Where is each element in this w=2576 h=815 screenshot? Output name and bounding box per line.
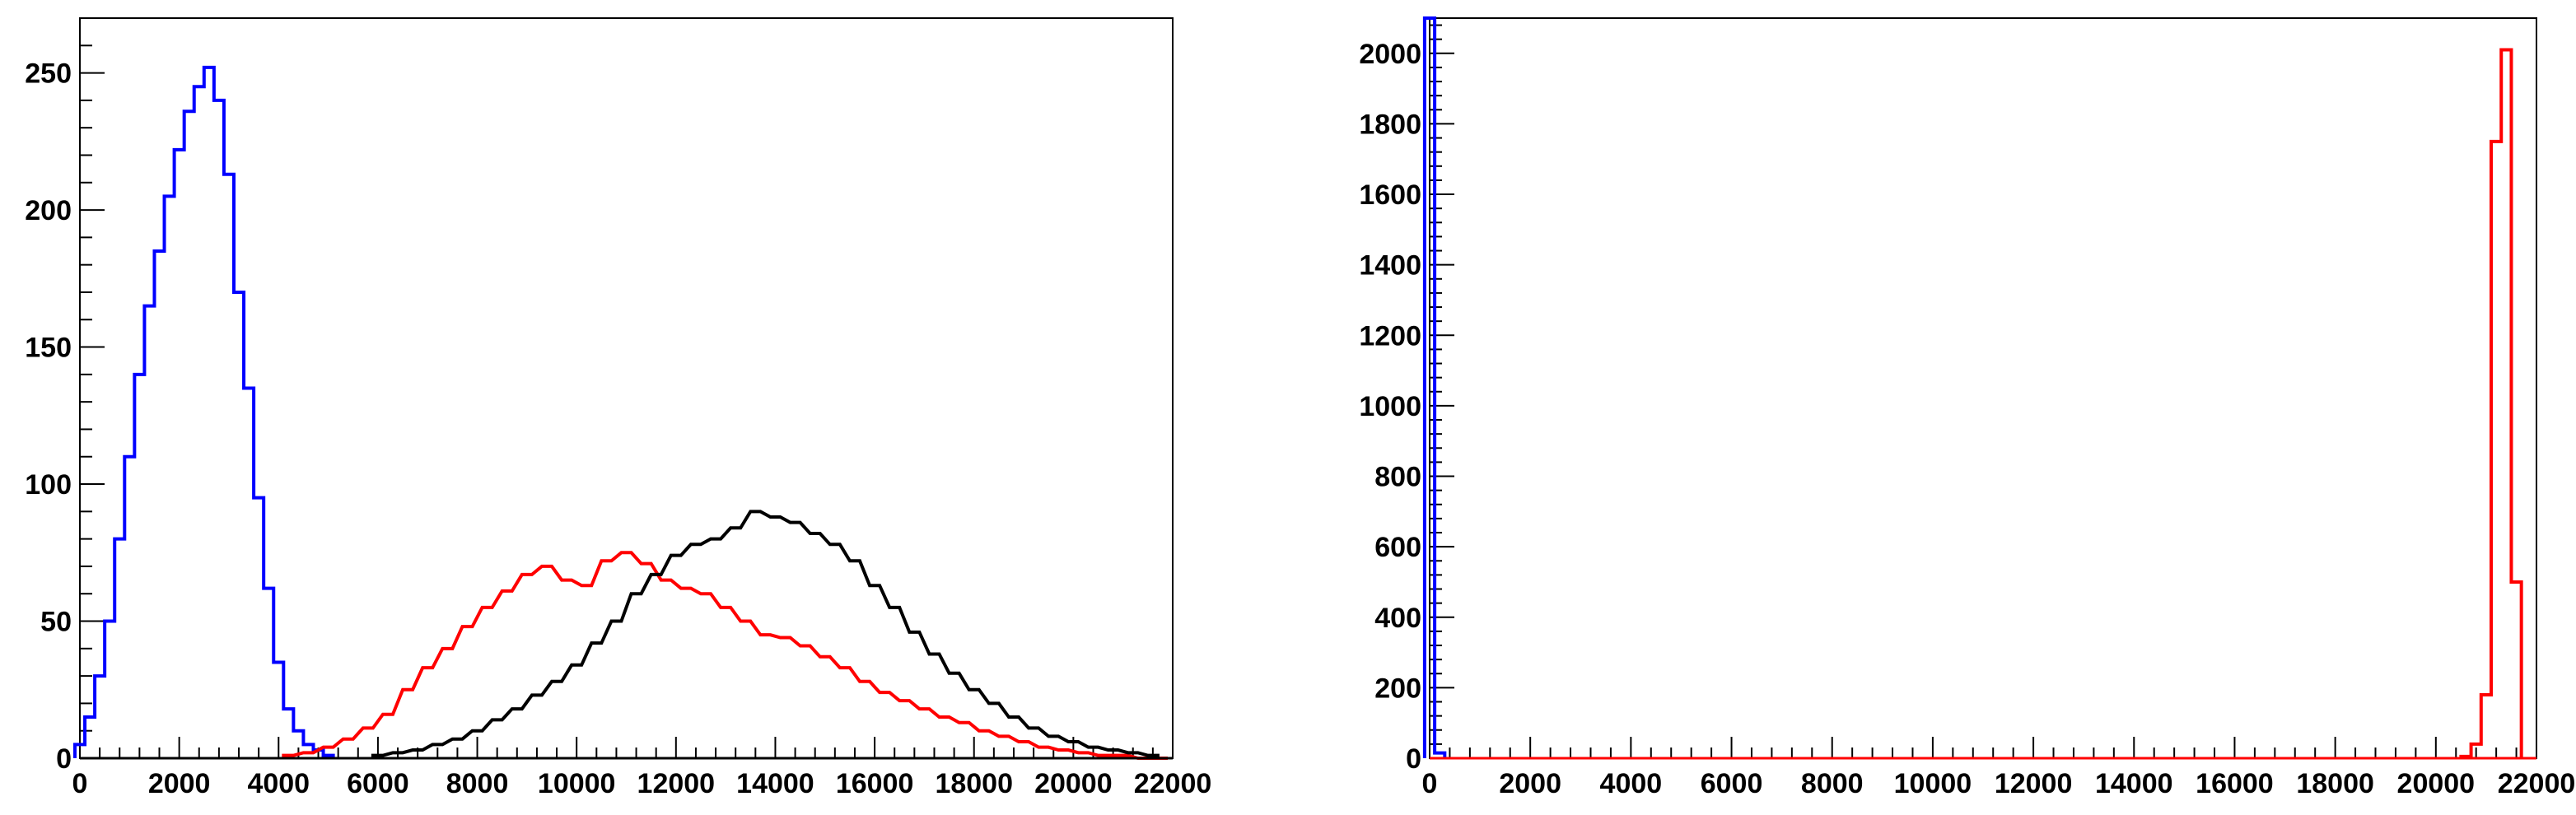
histogram-series-2: [282, 551, 1168, 760]
x-tick-label: 16000: [836, 768, 914, 799]
x-tick-label: 4000: [247, 768, 310, 799]
y-tick-label: 1400: [1359, 250, 1421, 282]
y-tick-label: 100: [25, 469, 72, 501]
y-tick-label: 400: [1374, 603, 1421, 634]
x-tick-label: 16000: [2196, 768, 2274, 799]
y-tick-label: 1200: [1359, 320, 1421, 352]
histogram-series-1: [1422, 16, 1447, 758]
y-tick-label: 1000: [1359, 391, 1421, 422]
y-tick-label: 1600: [1359, 179, 1421, 211]
x-tick-label: 20000: [1034, 768, 1113, 799]
x-tick-label: 0: [1422, 768, 1438, 799]
y-tick-label: 250: [25, 58, 72, 90]
y-tick-label: 800: [1374, 462, 1421, 493]
x-tick-label: 10000: [1894, 768, 1972, 799]
y-tick-label: 200: [25, 195, 72, 226]
histogram-series-1: [72, 65, 335, 758]
y-tick-label: 0: [56, 743, 72, 775]
x-tick-label: 14000: [736, 768, 814, 799]
x-tick-label: 8000: [1801, 768, 1864, 799]
y-tick-label: 2000: [1359, 39, 1421, 70]
x-tick-label: 12000: [637, 768, 716, 799]
y-tick-label: 50: [40, 607, 72, 638]
x-tick-label: 12000: [1995, 768, 2073, 799]
x-tick-label: 2000: [148, 768, 211, 799]
y-tick-label: 200: [1374, 673, 1421, 704]
y-tick-label: 0: [1406, 743, 1421, 775]
plot-frame: [1429, 17, 2537, 759]
y-tick-label: 1800: [1359, 109, 1421, 140]
x-tick-label: 18000: [935, 768, 1013, 799]
histogram-series-2: [2459, 48, 2523, 758]
x-tick-label: 18000: [2296, 768, 2374, 799]
x-tick-label: 10000: [538, 768, 616, 799]
x-tick-label: 22000: [2498, 768, 2576, 799]
x-tick-label: 6000: [347, 768, 409, 799]
y-tick-label: 150: [25, 333, 72, 364]
x-tick-label: 2000: [1499, 768, 1561, 799]
x-tick-label: 14000: [2095, 768, 2173, 799]
histogram-panel-1: 0 2000 4000 6000 8000 10000 12000 14000 16000 180…: [25, 17, 1212, 799]
x-tick-label: 0: [72, 768, 88, 799]
x-tick-label: 4000: [1600, 768, 1663, 799]
x-tick-label: 6000: [1701, 768, 1763, 799]
x-tick-label: 8000: [446, 768, 509, 799]
histogram-panel-2: 0 2000 4000 6000 8000 10000 12000 14000 16000 180…: [1359, 16, 2576, 799]
histogram-series-3: [371, 510, 1160, 758]
x-tick-label: 22000: [1134, 768, 1212, 799]
x-tick-label: 20000: [2397, 768, 2476, 799]
y-tick-label: 600: [1374, 532, 1421, 563]
